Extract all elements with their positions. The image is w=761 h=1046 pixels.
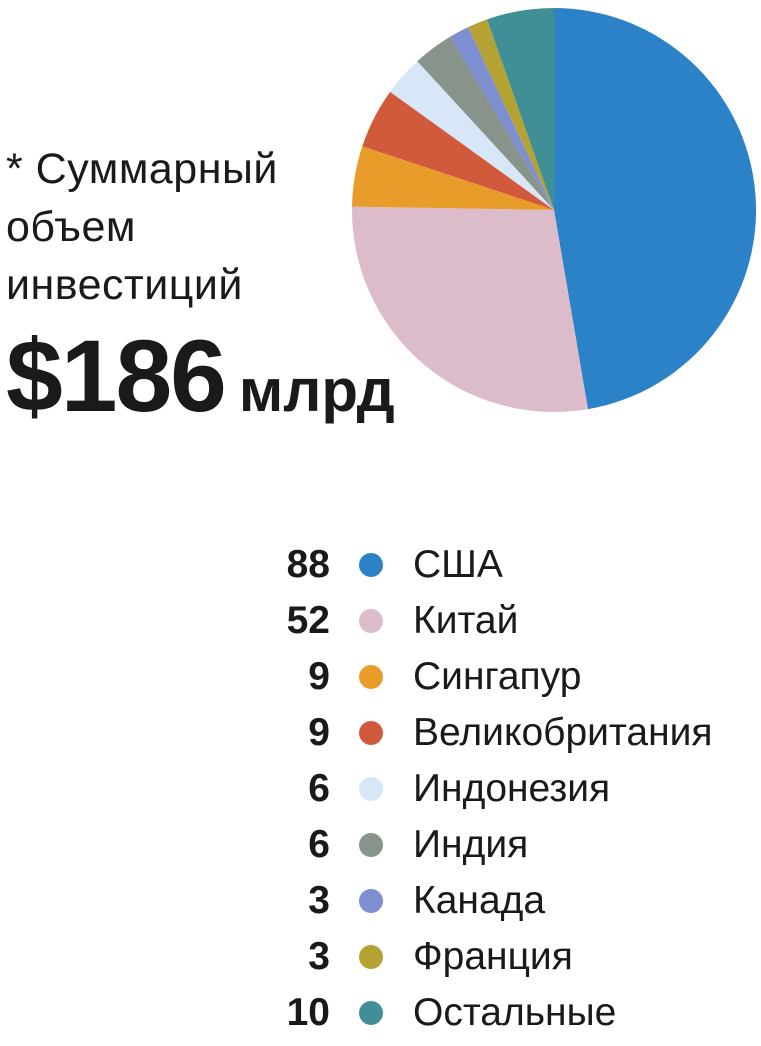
total-unit: млрд	[238, 357, 395, 424]
legend-color-dot	[359, 721, 383, 745]
legend-row: 52 Китай	[250, 593, 713, 649]
legend-color-dot	[359, 889, 383, 913]
legend-row: 6 Индия	[250, 817, 713, 873]
legend-label: Франция	[413, 935, 573, 978]
legend-color-dot	[359, 1001, 383, 1025]
legend-row: 9 Сингапур	[250, 649, 713, 705]
legend-row: 88 США	[250, 537, 713, 593]
pie-chart	[352, 8, 756, 412]
legend-value: 3	[308, 879, 330, 922]
legend-label: Китай	[413, 599, 519, 642]
total-note: * Суммарный объем инвестиций	[6, 140, 278, 314]
note-line-2: объем	[6, 203, 136, 251]
legend-row: 9 Великобритания	[250, 705, 713, 761]
legend-row: 6 Индонезия	[250, 761, 713, 817]
pie-slice	[487, 8, 554, 210]
legend-value: 6	[308, 767, 330, 810]
legend-row: 3 Франция	[250, 929, 713, 985]
legend-color-dot	[359, 553, 383, 577]
pie-slice	[417, 36, 554, 210]
pie-slice	[390, 61, 554, 211]
note-line-3: инвестиций	[6, 261, 243, 309]
pie-slice	[554, 8, 756, 410]
pie-slice	[468, 19, 554, 211]
legend-value: 88	[286, 543, 330, 586]
legend-color-dot	[359, 833, 383, 857]
legend-color-dot	[359, 665, 383, 689]
legend-label: Остальные	[413, 991, 617, 1034]
legend-label: Индонезия	[413, 767, 611, 810]
total-amount: $186	[6, 319, 227, 433]
legend-label: Великобритания	[413, 711, 713, 754]
pie-slice	[352, 146, 554, 210]
pie-slice	[352, 206, 588, 412]
legend-label: Индия	[413, 823, 529, 866]
note-line-1: * Суммарный	[6, 145, 278, 193]
pie-slice	[450, 27, 554, 211]
legend-row: 10 Остальные	[250, 985, 713, 1041]
legend-label: США	[413, 543, 503, 586]
legend-color-dot	[359, 777, 383, 801]
legend-value: 52	[286, 599, 330, 642]
legend-label: Сингапур	[413, 655, 582, 698]
legend-color-dot	[359, 945, 383, 969]
legend-row: 3 Канада	[250, 873, 713, 929]
legend-value: 6	[308, 823, 330, 866]
legend-color-dot	[359, 609, 383, 633]
legend-label: Канада	[413, 879, 546, 922]
legend: 88 США 52 Китай 9 Сингапур 9 Великобритания 6 Инд…	[250, 537, 713, 1041]
total-amount-row: $186 млрд	[6, 318, 395, 435]
pie-slice	[362, 91, 554, 210]
legend-value: 9	[308, 711, 330, 754]
legend-value: 10	[286, 991, 330, 1034]
legend-value: 3	[308, 935, 330, 978]
legend-value: 9	[308, 655, 330, 698]
